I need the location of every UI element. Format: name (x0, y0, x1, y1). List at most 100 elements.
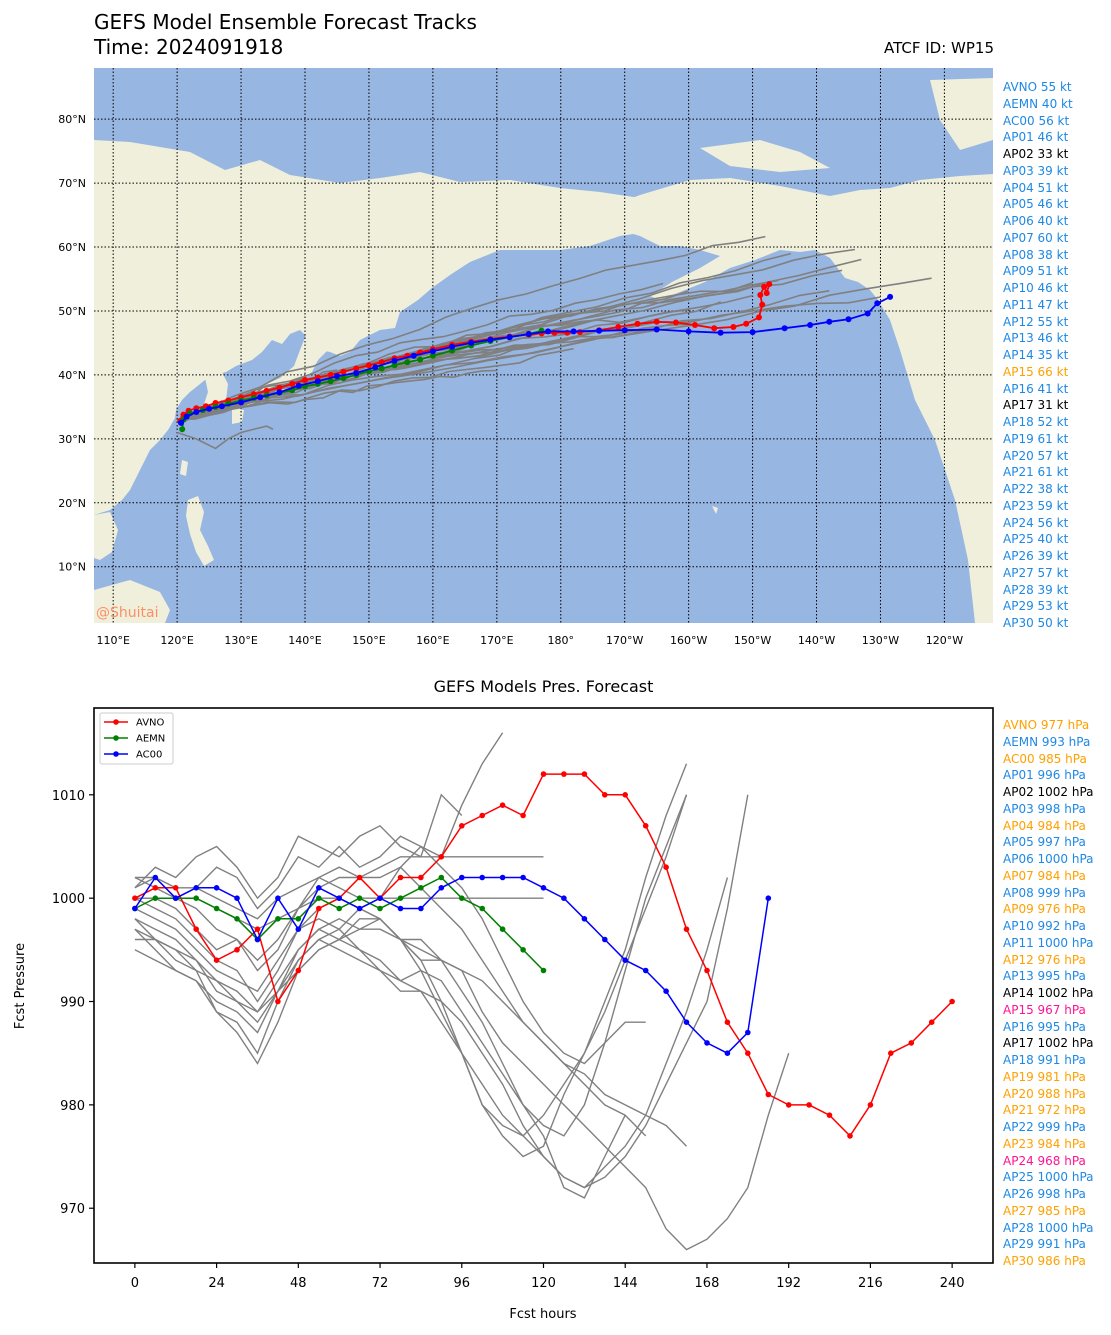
list-item: AP29 991 hPa (1003, 1237, 1086, 1252)
ensemble-pressure-line (134, 877, 729, 1189)
pressure-point (213, 885, 220, 891)
pressure-point (316, 885, 322, 891)
legend-label: AC00 (136, 750, 162, 761)
track-point (570, 328, 577, 335)
lon-label: 150°W (734, 634, 771, 647)
map-gridlines (94, 68, 993, 623)
pressure-point (867, 1102, 874, 1108)
pressure-point (193, 885, 199, 891)
ensemble-pressure-line (134, 794, 688, 1137)
list-item: AP01 996 hPa (1003, 768, 1086, 783)
y-axis-ticks: 970 980 990 1000 1010 (52, 789, 94, 1217)
land-taiwan (180, 460, 188, 476)
pressure-point (540, 771, 547, 777)
list-item: AP10 46 kt (1003, 281, 1069, 295)
list-item: AP27 985 hPa (1003, 1203, 1086, 1218)
track-point (717, 329, 724, 336)
list-item: AP16 41 kt (1003, 381, 1069, 396)
ensemble-pressure-line (134, 918, 790, 1251)
x-tick-label: 72 (372, 1276, 389, 1291)
list-item: AP04 51 kt (1003, 180, 1069, 195)
list-item: AP28 39 kt (1003, 582, 1069, 597)
track-point (845, 316, 852, 323)
pressure-point (234, 916, 240, 922)
y-tick-label: 970 (60, 1202, 85, 1217)
pressure-point (499, 802, 506, 808)
list-item: AP26 39 kt (1003, 549, 1069, 563)
list-item: AP16 995 hPa (1003, 1019, 1086, 1034)
list-item: AP06 40 kt (1003, 214, 1069, 228)
pressure-point (152, 874, 159, 881)
pressure-point (479, 905, 486, 912)
lon-label: 120°W (926, 634, 963, 647)
lat-label: 70°N (58, 177, 86, 190)
pressure-point (152, 885, 159, 891)
list-item: AP15 967 hPa (1003, 1002, 1086, 1017)
track-point (763, 290, 770, 297)
lon-label: 160°W (670, 634, 707, 647)
pressure-point (418, 905, 424, 912)
legend-marker (113, 735, 119, 741)
track-point (634, 320, 641, 327)
track-point (487, 336, 494, 343)
lat-label: 80°N (58, 113, 86, 126)
pressure-point (356, 905, 363, 912)
lat-label: 40°N (58, 369, 86, 382)
track-point (672, 319, 679, 326)
ensemble-track (179, 282, 753, 423)
ensemble-pressure-line (134, 732, 504, 910)
track-point (365, 362, 372, 369)
track-point (378, 365, 385, 372)
pressure-point (418, 885, 424, 891)
pressure-point (132, 895, 138, 901)
track-map: @Shuitai 80°N 70°N 60°N 50°N 40°N 30°N 20°N 10°… (58, 68, 993, 647)
track-point (218, 403, 225, 410)
pressure-point (336, 895, 343, 901)
track-point (340, 375, 347, 382)
lon-label: 140°W (798, 634, 835, 647)
track-point (449, 343, 456, 350)
pressure-point (377, 905, 383, 912)
pressure-point (316, 895, 322, 901)
pressure-point (254, 936, 261, 943)
pressure-point (602, 936, 608, 943)
x-tick-label: 48 (290, 1276, 307, 1291)
pressure-point (438, 854, 445, 860)
track-point (276, 389, 283, 396)
track-point (874, 300, 881, 307)
lat-label: 60°N (58, 241, 86, 254)
pressure-point (561, 771, 567, 777)
track-point (353, 365, 360, 372)
pressure-point (765, 895, 772, 901)
track-point (887, 293, 894, 300)
land-sakhalin (318, 282, 330, 332)
lat-label: 30°N (58, 433, 86, 446)
ensemble-pressure-line (134, 794, 688, 1137)
list-item: AP09 51 kt (1003, 264, 1069, 279)
legend: AVNO AEMN AC00 (99, 712, 174, 765)
track-point (756, 314, 762, 321)
track-point (653, 326, 660, 333)
pressure-point (234, 947, 240, 953)
lon-label: 170°E (480, 634, 513, 647)
pressure-point (438, 885, 445, 891)
pressure-point (499, 874, 506, 881)
pressure-point (806, 1102, 812, 1108)
list-item: AP02 1002 hPa (1003, 785, 1094, 799)
track-point (179, 426, 186, 433)
pressure-point (254, 926, 261, 932)
legend-marker (113, 719, 119, 725)
pressure-point (193, 895, 199, 901)
ensemble-track (180, 282, 664, 419)
track-point (766, 281, 773, 288)
ensemble-pressure-line (134, 794, 749, 1189)
list-item: AP30 986 hPa (1003, 1254, 1086, 1268)
pressure-point (336, 905, 343, 912)
y-tick-label: 980 (60, 1099, 85, 1114)
x-tick-label: 192 (776, 1276, 801, 1291)
pressure-point (520, 812, 526, 819)
max-wind-list: AVNO 55 kt AEMN 40 kt AC00 56 kt AP01 46 kt… (1003, 79, 1073, 632)
pressure-point (234, 895, 240, 901)
list-item: AP21 61 kt (1003, 465, 1069, 480)
pressure-line-ac00 (134, 876, 770, 1055)
